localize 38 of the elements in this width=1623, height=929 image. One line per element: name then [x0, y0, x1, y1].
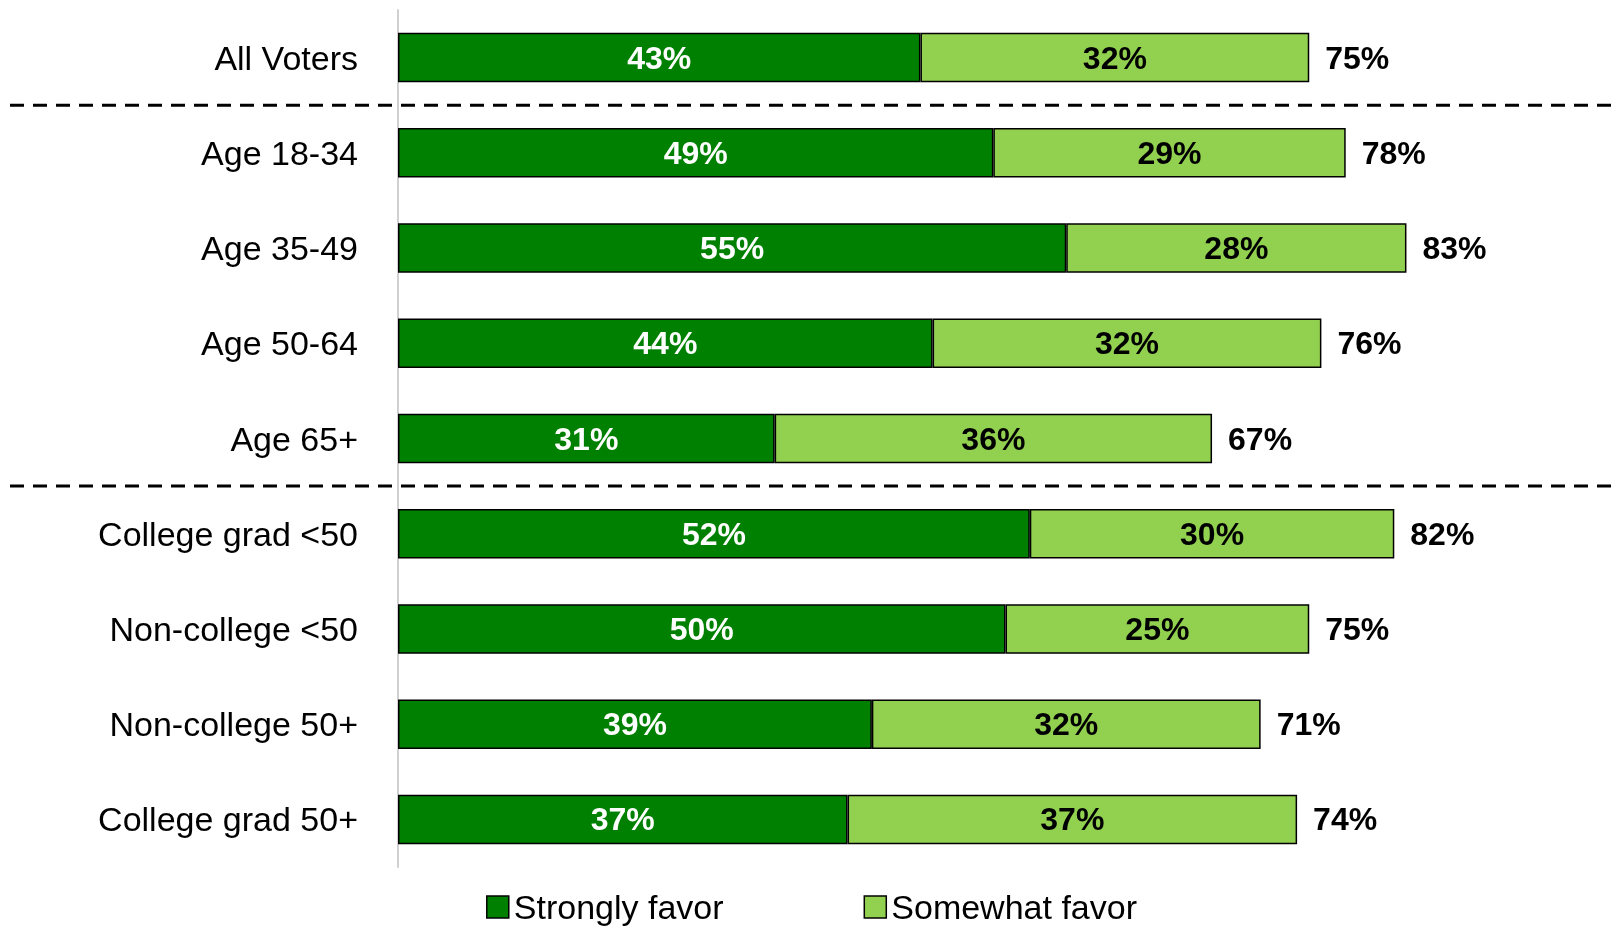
- data-label: 52%: [681, 515, 746, 552]
- data-label: 39%: [602, 706, 667, 743]
- total-label: 78%: [1361, 134, 1426, 171]
- data-label: 25%: [1125, 610, 1190, 647]
- y-tick-label: College grad <50: [98, 514, 358, 553]
- data-label: 32%: [1034, 706, 1099, 743]
- data-label: 50%: [669, 610, 734, 647]
- total-label: 67%: [1228, 420, 1293, 457]
- data-label: 29%: [1137, 134, 1202, 171]
- data-label: 31%: [554, 420, 619, 457]
- y-tick-label: Age 65+: [230, 419, 358, 458]
- data-label: 32%: [1094, 325, 1160, 362]
- y-tick-label: Age 50-64: [201, 324, 358, 363]
- data-label: 37%: [1040, 801, 1105, 838]
- total-label: 82%: [1410, 515, 1475, 552]
- data-label: 30%: [1180, 515, 1245, 552]
- y-tick-label: Non-college 50+: [109, 705, 358, 744]
- total-label: 75%: [1325, 610, 1390, 647]
- data-label: 37%: [590, 801, 655, 838]
- legend-label: Somewhat favor: [891, 888, 1137, 926]
- data-label: 44%: [633, 325, 698, 362]
- data-label: 28%: [1204, 230, 1269, 267]
- total-label: 75%: [1325, 39, 1390, 76]
- y-tick-label: Age 35-49: [201, 229, 358, 268]
- total-label: 74%: [1313, 801, 1378, 838]
- data-label: 32%: [1082, 39, 1147, 76]
- data-label: 43%: [627, 39, 692, 76]
- data-label: 49%: [663, 134, 728, 171]
- total-label: 83%: [1422, 230, 1487, 267]
- y-tick-label: All Voters: [214, 38, 358, 77]
- data-label: 36%: [961, 420, 1026, 457]
- total-label: 71%: [1276, 706, 1341, 743]
- y-tick-label: Age 18-34: [201, 133, 358, 172]
- y-tick-label: College grad 50+: [98, 800, 358, 839]
- legend-label: Strongly favor: [513, 888, 724, 926]
- y-tick-label: Non-college <50: [109, 609, 358, 648]
- data-label: 55%: [700, 230, 765, 267]
- total-label: 76%: [1337, 325, 1402, 362]
